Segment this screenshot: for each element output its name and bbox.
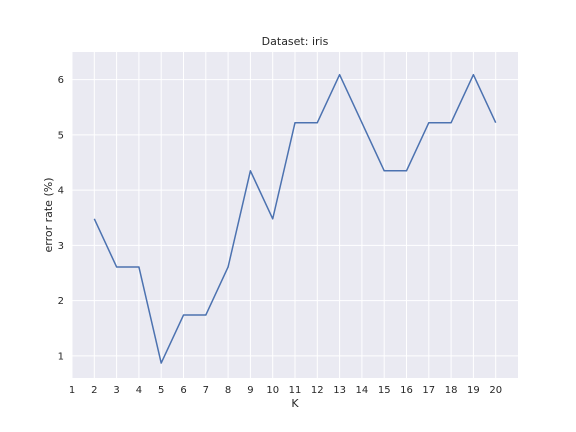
y-tick-label: 6 (58, 75, 64, 86)
y-tick-label: 4 (58, 186, 64, 197)
x-tick-label: 7 (203, 385, 209, 396)
y-axis-label: error rate (%) (42, 177, 55, 252)
x-tick-label: 19 (467, 385, 480, 396)
x-tick-label: 11 (289, 385, 302, 396)
x-tick-label: 17 (422, 385, 435, 396)
x-tick-label: 3 (113, 385, 119, 396)
x-tick-label: 12 (311, 385, 324, 396)
y-tick-label: 5 (58, 130, 64, 141)
x-tick-label: 10 (266, 385, 279, 396)
series-line (93, 73, 497, 364)
x-tick-label: 1 (69, 385, 75, 396)
x-tick-label: 15 (378, 385, 391, 396)
x-tick-label: 9 (247, 385, 253, 396)
x-tick-label: 2 (91, 385, 97, 396)
y-tick-label: 1 (58, 351, 64, 362)
grid-lines (71, 52, 518, 378)
x-tick-label: 13 (333, 385, 346, 396)
y-tick-label: 2 (58, 296, 64, 307)
x-tick-label: 8 (225, 385, 231, 396)
x-tick-label: 6 (180, 385, 186, 396)
x-tick-label: 4 (136, 385, 142, 396)
x-axis-label: K (291, 397, 299, 410)
y-tick-label: 3 (58, 241, 64, 252)
x-tick-labels: 1 2 3 4 5 6 7 8 9 10 11 12 13 14 15 16 17 18 19 20 (69, 385, 502, 396)
chart-title: Dataset: iris (262, 35, 329, 48)
y-tick-labels: 1 2 3 4 5 6 (58, 75, 64, 362)
x-tick-label: 18 (445, 385, 458, 396)
x-tick-label: 20 (489, 385, 502, 396)
series-layer (93, 73, 497, 364)
x-tick-label: 14 (356, 385, 369, 396)
x-tick-label: 16 (400, 385, 413, 396)
x-tick-label: 5 (158, 385, 164, 396)
